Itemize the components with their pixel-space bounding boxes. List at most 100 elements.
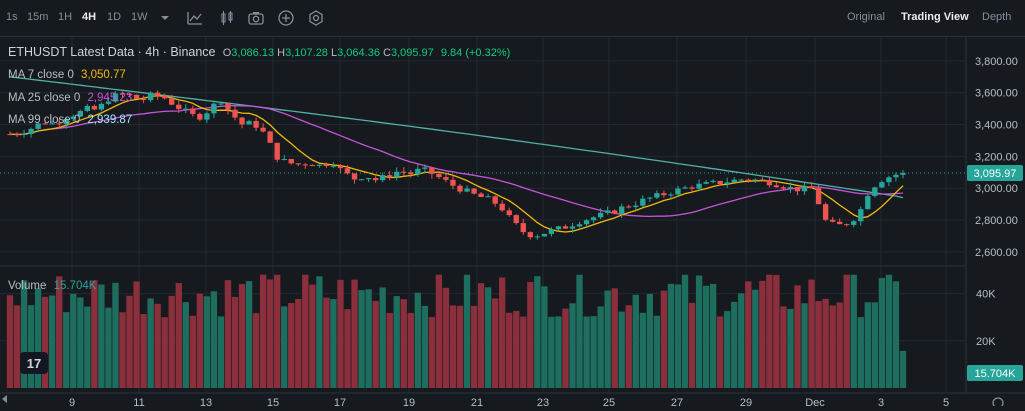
- candle-body: [239, 117, 245, 125]
- candle-body: [98, 103, 105, 110]
- candle-body: [675, 188, 681, 195]
- last-price-label: 3,095.97: [974, 168, 1017, 180]
- chart-canvas[interactable]: 3,800.00 3,600.00 3,400.00 3,200.00 3,000.00…: [0, 37, 1025, 409]
- volume-bar: [477, 283, 485, 388]
- x-tick-label: 21: [471, 397, 483, 406]
- volume-bar: [365, 289, 372, 388]
- candle-body: [548, 229, 555, 234]
- candle-body: [597, 212, 604, 218]
- volume-bar: [231, 296, 239, 388]
- candle-body: [309, 165, 316, 167]
- candle-body: [126, 94, 133, 96]
- settings-icon[interactable]: [306, 8, 326, 28]
- candle-body: [401, 171, 407, 173]
- interval-15m[interactable]: 15m: [27, 11, 49, 23]
- volume-bar: [126, 295, 133, 388]
- volume-bar: [281, 306, 288, 388]
- volume-bar: [49, 295, 56, 388]
- volume-bar: [801, 303, 808, 388]
- candle-body: [42, 123, 48, 125]
- scroll-left-icon[interactable]: [2, 395, 7, 403]
- chevron-down-icon[interactable]: [155, 8, 175, 28]
- candle-body: [794, 186, 801, 192]
- volume-bar: [386, 312, 393, 388]
- x-tick-label: Dec: [805, 397, 825, 406]
- volume-bar: [393, 296, 400, 388]
- interval-4h[interactable]: 4H: [82, 11, 97, 23]
- interval-1d[interactable]: 1D: [107, 11, 122, 23]
- candle-body: [197, 113, 203, 120]
- volume-bar: [41, 296, 49, 388]
- change-value: 9.84 (+0.32%): [440, 47, 511, 59]
- volume-bar: [499, 277, 506, 388]
- volume-bar: [407, 312, 414, 388]
- volume-bar: [491, 298, 499, 388]
- volume-bar: [351, 279, 358, 388]
- ma99-legend[interactable]: MA 99 close 0 2,939.87: [8, 114, 132, 126]
- close-label: C: [383, 47, 391, 59]
- candle-body: [443, 177, 449, 180]
- ma99-value: 2,939.87: [87, 114, 133, 126]
- candle-body: [534, 236, 541, 238]
- volume-bar: [34, 288, 42, 388]
- candle-body: [464, 188, 470, 192]
- volume-bar: [611, 288, 618, 388]
- candle-body: [253, 121, 259, 128]
- add-icon[interactable]: [276, 8, 296, 28]
- volume-bar: [724, 311, 731, 388]
- candle-body: [619, 206, 625, 214]
- candle-body: [555, 226, 562, 230]
- candle-type-icon[interactable]: [217, 8, 237, 28]
- x-tick-label: 3: [878, 397, 884, 406]
- volume-bar: [836, 302, 843, 388]
- volume-bar: [20, 280, 28, 388]
- candle-body: [225, 103, 231, 110]
- volume-bar: [295, 298, 302, 388]
- volume-bar: [259, 274, 267, 388]
- camera-icon[interactable]: [246, 8, 266, 28]
- x-tick-label: 27: [671, 397, 683, 406]
- volume-bar: [773, 275, 780, 388]
- candle-body: [893, 174, 899, 178]
- x-tick-label: 11: [133, 397, 144, 406]
- volume-bar: [639, 312, 646, 388]
- ma25-legend[interactable]: MA 25 close 0 2,945.23: [8, 92, 132, 104]
- volume-bar: [182, 302, 189, 388]
- volume-bar: [463, 274, 471, 388]
- ma7-legend[interactable]: MA 7 close 0 3,050.77: [8, 69, 126, 81]
- volume-bar: [112, 282, 119, 388]
- volume-bar: [154, 303, 161, 388]
- candle-body: [661, 193, 667, 196]
- candle-body: [837, 221, 843, 225]
- view-depth[interactable]: Depth: [982, 11, 1012, 23]
- price-chart[interactable]: 3,800.00 3,600.00 3,400.00 3,200.00 3,000.00…: [0, 37, 1025, 409]
- volume-bar: [449, 305, 457, 388]
- indicator-icon[interactable]: [185, 8, 205, 28]
- volume-bar: [625, 305, 632, 388]
- x-tick-label: 17: [334, 397, 346, 406]
- volume-bar: [892, 281, 900, 388]
- volume-bar: [759, 280, 766, 388]
- volume-bar: [506, 312, 513, 388]
- volume-bar: [569, 303, 576, 388]
- candle-body: [302, 164, 308, 166]
- view-trading-view[interactable]: Trading View: [901, 11, 969, 23]
- volume-bar: [379, 287, 386, 388]
- volume-legend[interactable]: Volume 15.704K: [8, 280, 96, 292]
- interval-1h[interactable]: 1H: [58, 11, 73, 23]
- candle-body: [787, 186, 794, 189]
- candle-body: [647, 197, 653, 199]
- x-tick-label: 9: [69, 397, 75, 406]
- candle-body: [886, 177, 892, 183]
- volume-bar: [513, 310, 520, 388]
- ma25-label: MA 25 close 0: [8, 92, 81, 104]
- candle-body: [485, 196, 491, 198]
- candle-body: [668, 194, 674, 196]
- candle-body: [626, 206, 632, 208]
- view-original[interactable]: Original: [847, 11, 885, 23]
- interval-1s[interactable]: 1s: [6, 11, 18, 23]
- interval-1w[interactable]: 1W: [131, 11, 148, 23]
- candle-body: [56, 123, 62, 125]
- legend-header: ETHUSDT Latest Data · 4h · Binance O3,08…: [8, 45, 510, 59]
- low-label: L: [331, 47, 338, 59]
